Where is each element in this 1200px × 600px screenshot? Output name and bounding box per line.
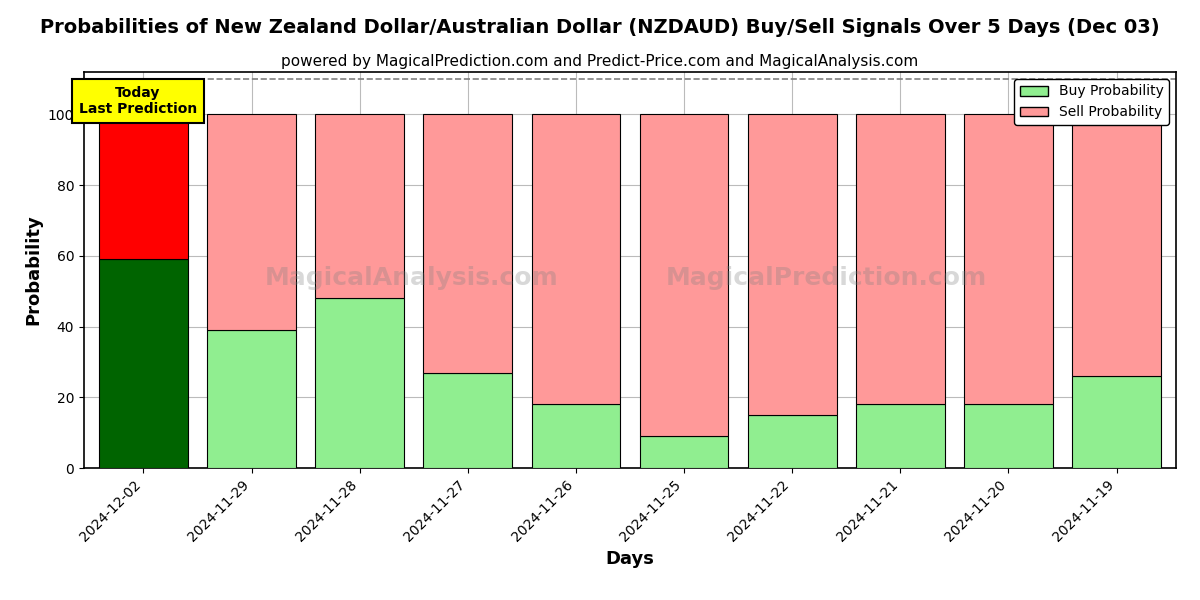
Y-axis label: Probability: Probability [24, 215, 42, 325]
Bar [532, 115, 620, 404]
X-axis label: Days: Days [606, 550, 654, 568]
Bar [1073, 376, 1160, 468]
Bar [1073, 115, 1160, 376]
Bar [964, 404, 1052, 468]
Bar [532, 404, 620, 468]
Bar [964, 115, 1052, 404]
Bar [316, 298, 404, 468]
Legend: Buy Probability, Sell Probability: Buy Probability, Sell Probability [1014, 79, 1169, 125]
Text: MagicalAnalysis.com: MagicalAnalysis.com [265, 266, 558, 290]
Bar [856, 404, 944, 468]
Bar [100, 115, 187, 259]
Bar [424, 373, 512, 468]
Bar [100, 259, 187, 468]
Bar [640, 115, 728, 436]
Bar [856, 115, 944, 404]
Text: MagicalPrediction.com: MagicalPrediction.com [666, 266, 988, 290]
Text: Today
Last Prediction: Today Last Prediction [79, 86, 197, 116]
Bar [208, 330, 296, 468]
Text: powered by MagicalPrediction.com and Predict-Price.com and MagicalAnalysis.com: powered by MagicalPrediction.com and Pre… [281, 54, 919, 69]
Text: Probabilities of New Zealand Dollar/Australian Dollar (NZDAUD) Buy/Sell Signals : Probabilities of New Zealand Dollar/Aust… [40, 18, 1160, 37]
Bar [748, 115, 836, 415]
Bar [316, 115, 404, 298]
Bar [208, 115, 296, 330]
Bar [640, 436, 728, 468]
Bar [748, 415, 836, 468]
Bar [424, 115, 512, 373]
